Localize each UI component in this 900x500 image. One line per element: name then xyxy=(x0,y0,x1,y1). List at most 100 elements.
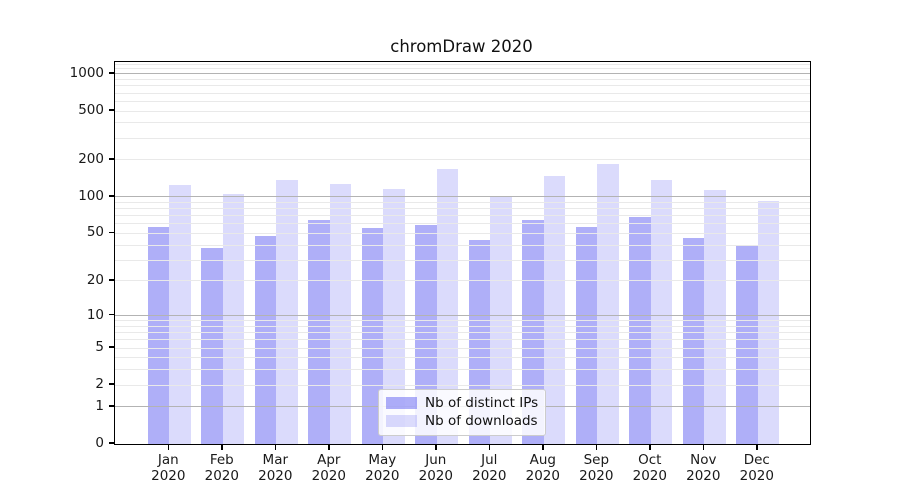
y-tick-label: 500 xyxy=(78,102,104,119)
bar-downloads-oct xyxy=(650,179,673,444)
x-tick-label-nov: Nov 2020 xyxy=(686,452,721,484)
bar-distinct-ips-feb xyxy=(201,247,223,444)
bar-downloads-mar xyxy=(276,179,298,444)
bar-distinct-ips-may xyxy=(361,228,384,444)
gridline xyxy=(115,280,810,282)
gridline xyxy=(115,159,810,161)
gridline xyxy=(115,215,810,217)
legend-label-distinct-ips: Nb of distinct IPs xyxy=(425,395,539,411)
gridline xyxy=(115,223,810,225)
legend-label-downloads: Nb of downloads xyxy=(425,413,538,429)
gridline xyxy=(115,208,810,210)
gridline xyxy=(115,63,810,65)
y-tick-label: 1 xyxy=(95,397,104,414)
x-tick-label-feb: Feb 2020 xyxy=(204,452,239,484)
bar-downloads-aug xyxy=(543,175,566,444)
bar-downloads-jun xyxy=(436,169,459,444)
x-tick-mark xyxy=(167,445,170,450)
y-tick-label: 50 xyxy=(86,224,104,241)
y-tick-mark xyxy=(109,442,114,444)
gridline xyxy=(115,85,810,87)
bar-distinct-ips-nov xyxy=(682,237,705,444)
gridline xyxy=(115,201,810,203)
y-tick-mark xyxy=(109,231,114,234)
x-tick-mark xyxy=(435,445,437,450)
gridline xyxy=(115,244,810,246)
gridline xyxy=(115,357,810,359)
x-tick-mark xyxy=(488,445,491,450)
x-tick-label-jan: Jan 2020 xyxy=(151,452,186,484)
legend-swatch-distinct-ips xyxy=(386,397,417,409)
bar-downloads-dec xyxy=(757,200,780,444)
x-tick-mark xyxy=(542,445,544,450)
y-tick-label: 0 xyxy=(95,435,104,451)
bar-downloads-nov xyxy=(704,189,726,444)
chart-title: chromDraw 2020 xyxy=(390,37,533,56)
x-tick-label-apr: Apr 2020 xyxy=(311,452,346,484)
y-tick-label: 1000 xyxy=(69,64,104,81)
gridline xyxy=(115,369,810,371)
bar-downloads-feb xyxy=(222,194,245,444)
legend: Nb of distinct IPs Nb of downloads xyxy=(378,389,546,436)
y-tick-mark xyxy=(109,346,114,348)
gridlines-layer xyxy=(115,62,810,444)
plot-area xyxy=(114,61,811,445)
gridline xyxy=(115,347,810,349)
y-tick-mark xyxy=(109,279,114,281)
y-tick-label: 100 xyxy=(78,187,104,204)
gridline xyxy=(115,320,810,322)
y-tick-label: 5 xyxy=(95,339,104,356)
gridline xyxy=(115,315,810,317)
y-tick-mark xyxy=(109,195,114,197)
gridline xyxy=(115,73,810,75)
gridline xyxy=(115,110,810,112)
x-tick-mark xyxy=(595,445,598,450)
y-tick-label: 20 xyxy=(86,271,104,288)
bar-downloads-apr xyxy=(329,183,352,444)
gridline xyxy=(115,92,810,94)
x-tick-mark xyxy=(649,445,651,450)
x-tick-mark xyxy=(274,445,277,450)
x-tick-label-aug: Aug 2020 xyxy=(525,452,560,484)
y-tick-label: 200 xyxy=(78,150,104,167)
x-tick-mark xyxy=(702,445,705,450)
bar-distinct-ips-oct xyxy=(629,217,651,444)
y-tick-mark xyxy=(109,383,114,385)
gridline xyxy=(115,384,810,386)
gridline xyxy=(115,100,810,102)
legend-swatch-downloads xyxy=(386,415,417,427)
gridline xyxy=(115,332,810,334)
x-tick-label-jun: Jun 2020 xyxy=(418,452,453,484)
x-tick-mark xyxy=(381,445,384,450)
bar-distinct-ips-dec xyxy=(736,246,758,444)
y-tick-mark xyxy=(109,405,114,407)
legend-item-distinct-ips: Nb of distinct IPs xyxy=(386,395,539,411)
x-tick-label-oct: Oct 2020 xyxy=(632,452,667,484)
y-tick-label: 2 xyxy=(95,376,104,393)
gridline xyxy=(115,137,810,139)
x-tick-label-dec: Dec 2020 xyxy=(739,452,774,484)
bar-downloads-jan xyxy=(169,184,191,444)
gridline xyxy=(115,339,810,341)
y-tick-mark xyxy=(109,158,114,160)
legend-item-downloads: Nb of downloads xyxy=(386,413,538,429)
x-tick-mark xyxy=(221,445,223,450)
x-tick-label-mar: Mar 2020 xyxy=(258,452,293,484)
gridline xyxy=(115,259,810,261)
x-tick-mark xyxy=(756,445,758,450)
x-tick-mark xyxy=(328,445,330,450)
y-tick-mark xyxy=(109,313,114,316)
gridline xyxy=(115,232,810,234)
gridline xyxy=(115,79,810,81)
y-tick-label: 10 xyxy=(86,306,104,323)
x-tick-label-jul: Jul 2020 xyxy=(472,452,507,484)
gridline xyxy=(115,122,810,124)
gridline xyxy=(115,325,810,327)
x-tick-label-may: May 2020 xyxy=(365,452,400,484)
y-tick-mark xyxy=(109,72,114,74)
gridline xyxy=(115,68,810,70)
y-tick-mark xyxy=(109,109,114,111)
x-tick-label-sep: Sep 2020 xyxy=(579,452,614,484)
gridline xyxy=(115,196,810,198)
